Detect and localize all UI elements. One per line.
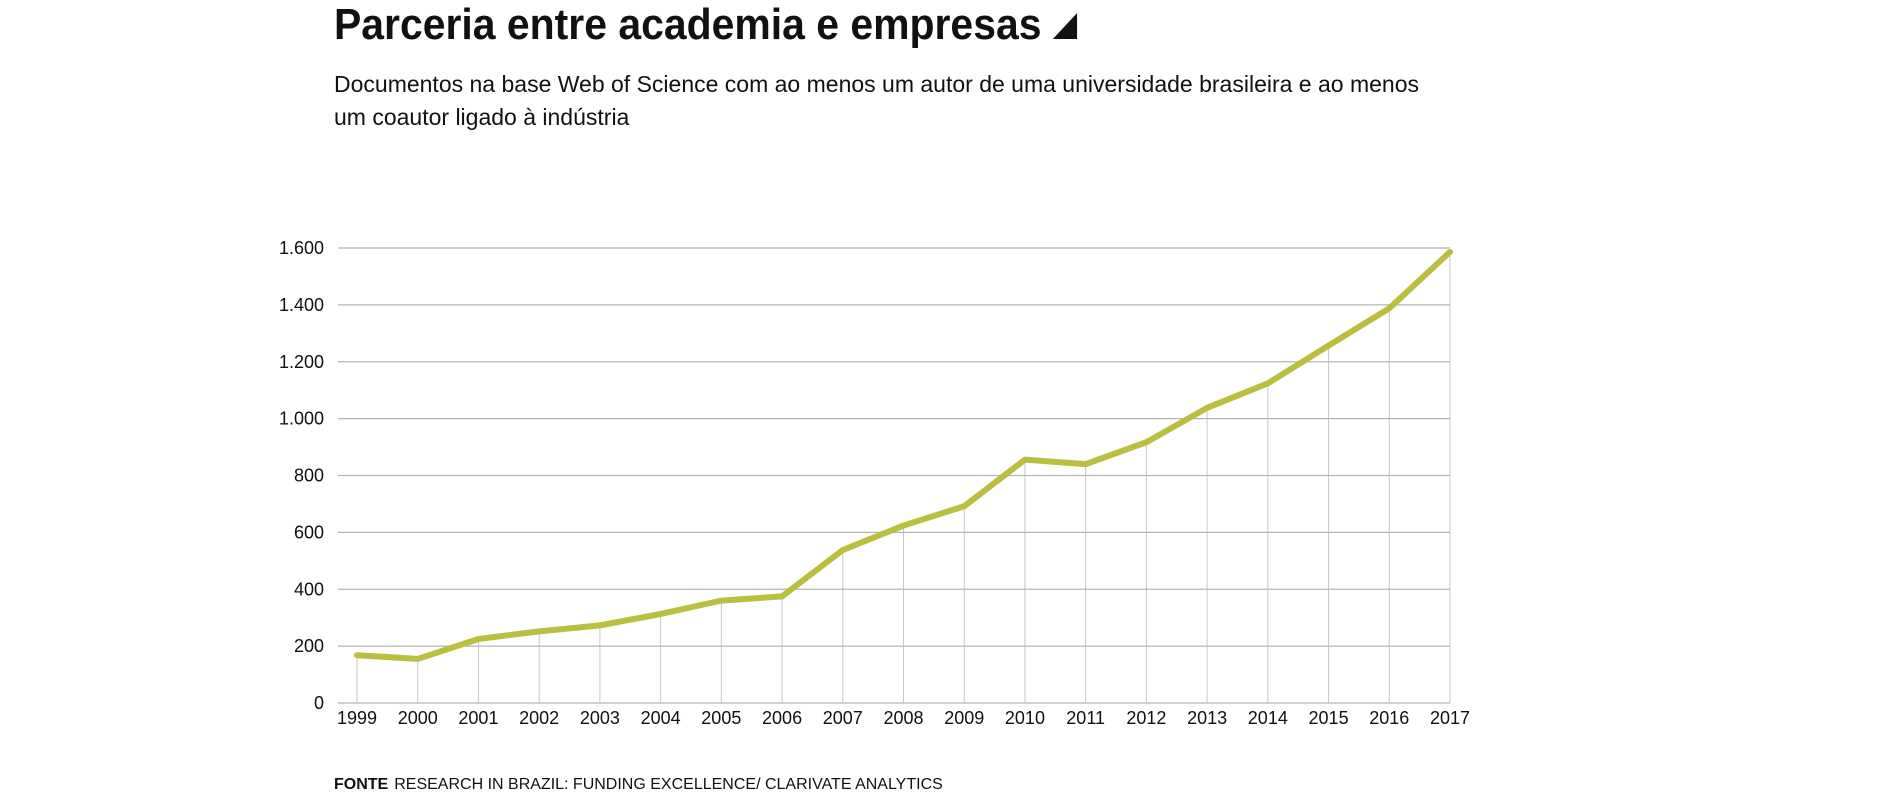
- source-label: FONTE: [334, 776, 389, 793]
- x-tick-label: 2015: [1309, 708, 1349, 728]
- y-tick-label: 800: [294, 466, 324, 486]
- x-tick-label: 2003: [580, 708, 620, 728]
- x-tick-label: 2005: [701, 708, 741, 728]
- y-tick-label: 0: [314, 693, 324, 713]
- y-tick-label: 1.000: [279, 409, 324, 429]
- chart-title-text: Parceria entre academia e empresas: [334, 0, 1042, 49]
- x-tick-label: 2001: [458, 708, 498, 728]
- x-tick-label: 2012: [1126, 708, 1166, 728]
- x-tick-label: 2004: [641, 708, 681, 728]
- x-tick-label: 2002: [519, 708, 559, 728]
- x-tick-label: 1999: [337, 708, 377, 728]
- source-note: FONTE RESEARCH IN BRAZIL: FUNDING EXCELLE…: [334, 776, 943, 794]
- y-tick-label: 400: [294, 579, 324, 599]
- x-tick-label: 2007: [823, 708, 863, 728]
- x-tick-label: 2006: [762, 708, 802, 728]
- source-text: RESEARCH IN BRAZIL: FUNDING EXCELLENCE/ …: [394, 776, 943, 793]
- y-tick-label: 200: [294, 636, 324, 656]
- x-tick-label: 2009: [944, 708, 984, 728]
- chart-subtitle: Documentos na base Web of Science com ao…: [334, 71, 1419, 130]
- y-tick-label: 600: [294, 522, 324, 542]
- x-tick-label: 2008: [883, 708, 923, 728]
- x-tick-label: 2017: [1430, 708, 1470, 728]
- x-tick-label: 2013: [1187, 708, 1227, 728]
- chart-title: Parceria entre academia e empresas: [334, 0, 1077, 50]
- y-tick-label: 1.200: [279, 352, 324, 372]
- x-tick-label: 2011: [1066, 708, 1105, 728]
- x-tick-label: 2016: [1369, 708, 1409, 728]
- x-tick-label: 2014: [1248, 708, 1288, 728]
- x-tick-label: 2010: [1005, 708, 1045, 728]
- y-tick-label: 1.600: [279, 238, 324, 258]
- triangle-icon: [1052, 13, 1077, 39]
- x-tick-label: 2000: [398, 708, 438, 728]
- y-tick-label: 1.400: [279, 295, 324, 315]
